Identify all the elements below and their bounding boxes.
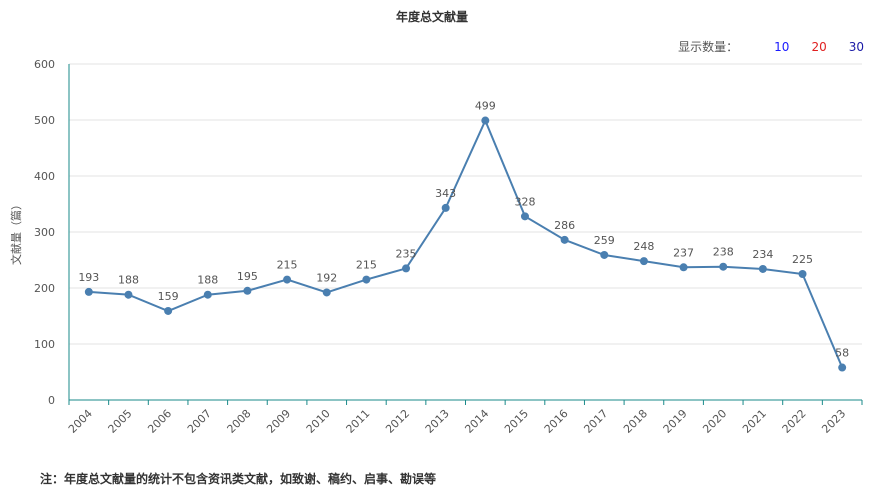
data-label: 234 — [752, 248, 773, 261]
x-tick-label: 2004 — [66, 407, 95, 436]
data-label: 195 — [237, 270, 258, 283]
x-tick-label: 2011 — [344, 407, 373, 436]
data-label: 328 — [514, 195, 535, 208]
data-label: 248 — [633, 240, 654, 253]
x-tick-label: 2012 — [383, 407, 412, 436]
count-selector-label: 显示数量： — [678, 40, 739, 54]
series-line — [88, 118, 844, 368]
y-tick-label: 0 — [48, 394, 55, 407]
x-tick-label: 2010 — [304, 407, 333, 436]
data-point — [798, 270, 807, 278]
data-point — [84, 287, 93, 296]
data-label: 238 — [713, 246, 734, 259]
x-tick-label: 2022 — [780, 407, 809, 436]
data-point — [719, 262, 728, 271]
x-tick-label: 2006 — [145, 407, 174, 436]
data-point — [679, 263, 688, 272]
x-tick-label: 2013 — [423, 407, 452, 436]
data-point — [639, 257, 648, 266]
data-point — [560, 235, 569, 244]
data-label: 188 — [197, 274, 218, 287]
data-label: 235 — [396, 247, 417, 260]
x-tick-label: 2016 — [542, 407, 571, 436]
data-label: 286 — [554, 219, 575, 232]
data-label: 343 — [435, 187, 456, 200]
y-tick-label: 300 — [34, 226, 55, 239]
data-point — [243, 286, 252, 295]
data-label: 193 — [78, 271, 99, 284]
grid-lines — [69, 63, 862, 345]
data-label: 259 — [594, 234, 615, 247]
data-label: 188 — [118, 274, 139, 287]
data-label: 58 — [835, 347, 849, 360]
data-point — [283, 275, 292, 284]
data-labels: 193 188 159 188 195 215 192 215 235 343 499 328 286 2… — [78, 100, 849, 360]
data-point — [520, 212, 529, 221]
x-tick-label: 2005 — [106, 407, 135, 436]
footnote: 注：年度总文献量的统计不包含资讯类文献，如致谢、稿约、启事、勘误等 — [40, 472, 437, 486]
data-label: 215 — [277, 259, 298, 272]
y-tick-label: 200 — [34, 282, 55, 295]
data-point — [481, 116, 490, 125]
y-axis-label: 文献量（篇） — [9, 199, 23, 265]
data-point — [758, 264, 767, 273]
y-tick-label: 400 — [34, 170, 55, 183]
count-selector: 显示数量： 10 20 30 — [678, 38, 864, 55]
count-option-20[interactable]: 20 — [811, 39, 827, 54]
data-point — [838, 363, 847, 372]
data-point — [164, 306, 173, 315]
x-tick-label: 2017 — [581, 407, 610, 436]
data-point — [402, 264, 411, 273]
x-tick-label: 2009 — [264, 407, 293, 436]
count-option-10[interactable]: 10 — [774, 39, 790, 54]
data-point — [441, 203, 450, 212]
data-label: 237 — [673, 246, 694, 259]
chart-title: 年度总文献量 — [395, 10, 468, 24]
y-tick-labels: 0 100 200 300 400 500 600 — [34, 58, 55, 407]
data-point — [124, 290, 133, 299]
data-point — [203, 290, 212, 299]
y-tick-label: 100 — [34, 338, 55, 351]
x-tick-label: 2023 — [819, 407, 848, 436]
series-path — [88, 118, 844, 368]
data-label: 499 — [475, 100, 496, 113]
count-option-30[interactable]: 30 — [848, 39, 864, 54]
data-label: 225 — [792, 253, 813, 266]
x-tick-label: 2007 — [185, 407, 214, 436]
x-tick-label: 2008 — [225, 407, 254, 436]
data-points — [84, 116, 847, 372]
x-tick-label: 2020 — [700, 407, 729, 436]
data-point — [322, 288, 331, 297]
data-label: 192 — [316, 271, 337, 284]
x-tick-label: 2015 — [502, 407, 531, 436]
x-tick-label: 2014 — [462, 407, 491, 436]
x-tick-label: 2021 — [740, 407, 769, 436]
x-tick-labels: 2004 2005 2006 2007 2008 2009 2010 2011 2012 2013… — [66, 407, 848, 436]
data-point — [362, 275, 371, 284]
data-label: 159 — [158, 290, 179, 303]
data-label: 215 — [356, 259, 377, 272]
y-tick-label: 600 — [34, 58, 55, 71]
data-point — [600, 250, 609, 259]
x-tick-label: 2018 — [621, 407, 650, 436]
x-tick-label: 2019 — [661, 407, 690, 436]
axes — [68, 64, 863, 405]
y-tick-label: 500 — [34, 114, 55, 127]
